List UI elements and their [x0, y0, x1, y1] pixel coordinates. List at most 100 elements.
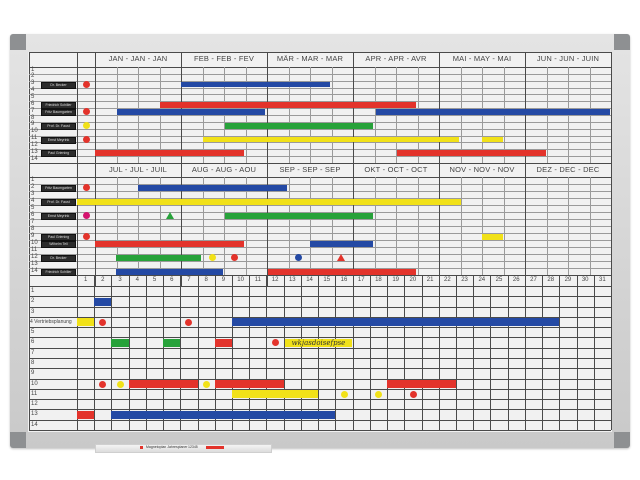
magnet-triangle[interactable]	[337, 253, 345, 261]
day-number: 29	[564, 277, 572, 283]
grid-line	[197, 275, 199, 430]
grid-line	[116, 67, 118, 163]
magnet-strip[interactable]	[268, 269, 416, 275]
magnet-dot[interactable]	[374, 390, 382, 398]
row-number: 14	[31, 267, 38, 274]
magnet-strip[interactable]	[203, 136, 459, 143]
grid-line	[29, 128, 611, 130]
magnet-strip[interactable]	[310, 241, 373, 247]
magnet-dot[interactable]	[116, 380, 124, 388]
magnet-dot[interactable]	[340, 390, 348, 398]
magnet-strip[interactable]	[376, 109, 610, 115]
grid-line	[138, 177, 139, 275]
grid-line	[29, 306, 611, 308]
magnet-strip[interactable]	[77, 410, 95, 419]
magnet-strip[interactable]	[160, 102, 416, 108]
day-number: 27	[530, 277, 537, 283]
magnet-dot[interactable]	[82, 184, 90, 192]
magnet-dot[interactable]	[230, 254, 238, 262]
magnet-strip[interactable]	[214, 380, 284, 389]
magnet-strip[interactable]	[94, 297, 112, 306]
name-tag: Ernst Meyrink	[41, 213, 76, 220]
row-number: 10	[31, 128, 38, 135]
magnet-strip[interactable]	[482, 234, 503, 240]
name-tag: Dr. Becker	[41, 255, 76, 262]
grid-line	[128, 275, 130, 430]
frame-corner	[10, 432, 26, 448]
row-number: 9	[31, 121, 35, 128]
magnet-strip[interactable]	[95, 150, 244, 156]
magnet-strip[interactable]	[397, 150, 546, 156]
grid-line	[29, 296, 611, 298]
grid-line	[331, 67, 333, 163]
row-number: 11	[31, 246, 38, 253]
magnet-dot[interactable]	[82, 108, 90, 116]
magnet-strip[interactable]	[117, 109, 265, 115]
grid-line	[145, 275, 147, 430]
magnet-strip[interactable]	[116, 255, 201, 261]
magnet-strip[interactable]	[111, 338, 129, 347]
magnet-dot[interactable]	[208, 254, 216, 262]
magnet-strip[interactable]	[77, 199, 461, 205]
grid-line	[310, 177, 311, 275]
magnet-strip[interactable]	[138, 185, 287, 191]
name-tag: Dr. Becker	[41, 81, 76, 89]
row-number: 7	[31, 218, 35, 225]
month-header: JUL - JUL - JUIL	[108, 165, 168, 174]
grid-line	[159, 177, 161, 275]
magnet-strip[interactable]	[128, 380, 198, 389]
magnet-dot[interactable]	[82, 212, 90, 220]
grid-line	[29, 247, 611, 248]
grid-line	[77, 275, 78, 430]
day-number: 25	[495, 277, 503, 283]
magnet-strip[interactable]	[163, 338, 181, 347]
magnet-strip[interactable]	[225, 213, 373, 219]
grid-line	[29, 87, 611, 89]
grid-line	[29, 347, 611, 349]
grid-line	[288, 177, 290, 275]
magnet-strip[interactable]	[181, 81, 330, 88]
magnet-dot[interactable]	[82, 135, 90, 143]
magnet-dot[interactable]	[99, 318, 107, 326]
magnet-dot[interactable]	[82, 122, 90, 130]
magnet-dot[interactable]	[82, 80, 90, 88]
grid-line	[245, 67, 247, 163]
row-number: 2	[31, 183, 35, 190]
magnet-triangle[interactable]	[166, 211, 174, 219]
grid-line	[29, 327, 611, 329]
grid-line	[455, 275, 457, 430]
grid-line	[438, 275, 440, 430]
row-number: 6	[31, 211, 35, 218]
magnet-strip[interactable]	[482, 136, 503, 143]
grid-line	[29, 388, 611, 390]
magnet-strip[interactable]	[77, 318, 95, 327]
magnet-strip[interactable]	[232, 318, 560, 327]
row-number: 14	[31, 155, 38, 162]
grid-line	[589, 177, 591, 275]
magnet-dot[interactable]	[99, 380, 107, 388]
magnet-strip[interactable]	[232, 390, 319, 399]
note-magnet[interactable]: wkjasdoisefpse	[285, 338, 352, 347]
magnet-dot[interactable]	[202, 380, 210, 388]
magnet-strip[interactable]	[387, 380, 456, 389]
day-number: 26	[512, 277, 520, 283]
day-number: 6	[170, 277, 174, 283]
magnet-strip[interactable]	[95, 241, 244, 247]
grid-line	[245, 177, 247, 275]
magnet-dot[interactable]	[294, 254, 302, 262]
magnet-dot[interactable]	[271, 339, 279, 347]
magnet-dot[interactable]	[82, 233, 90, 241]
magnet-dot[interactable]	[409, 390, 417, 398]
magnet-strip[interactable]	[116, 269, 223, 275]
grid-line	[374, 177, 376, 275]
magnet-dot[interactable]	[185, 318, 193, 326]
magnet-strip[interactable]	[111, 410, 336, 419]
magnet-strip[interactable]	[225, 123, 373, 129]
magnet-strip[interactable]	[214, 338, 233, 347]
day-number: 9	[221, 277, 226, 283]
day-number: 12	[271, 277, 279, 283]
grid-line	[111, 275, 113, 430]
grid-line	[288, 67, 290, 163]
grid-line	[611, 52, 612, 286]
grid-line	[29, 149, 611, 151]
